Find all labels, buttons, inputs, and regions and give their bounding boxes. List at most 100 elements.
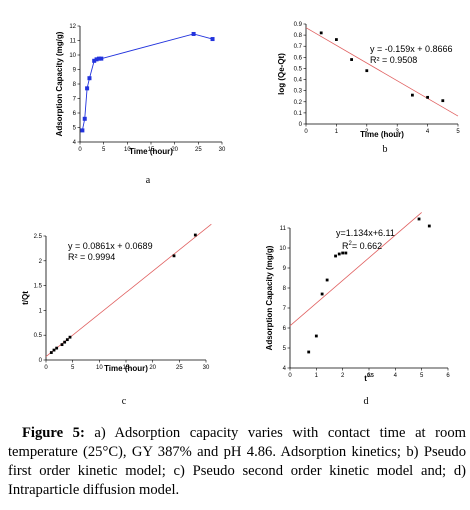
data-point-marker (63, 340, 67, 344)
x-tick-label: 2 (365, 129, 369, 135)
panel-label-a: a (146, 175, 151, 186)
chart-panel-d: 0 1 2 3 4 5 6 4 5 6 7 8 9 10 11 t0.5 Adsorption Capacity… (265, 212, 450, 407)
data-point-marker (341, 251, 345, 255)
data-point-marker (411, 93, 414, 97)
y-axis-label: Adsorption Capacity (mg/g) (265, 245, 274, 350)
y-tick-label: 0.3 (294, 89, 303, 95)
data-point-marker (307, 350, 311, 354)
r-squared-value: = 0.662 (352, 241, 382, 251)
trendline-equation: y = -0.159x + 0.8666 (370, 44, 453, 54)
data-point-marker (65, 338, 69, 342)
y-tick-label: 8 (73, 82, 77, 88)
figure-caption: Figure 5: a) Adsorption capacity varies … (8, 424, 466, 500)
x-axis-label: Time (hour) (129, 147, 173, 156)
data-point-marker (99, 56, 104, 61)
x-tick-label: 2 (341, 373, 345, 379)
y-tick-label: 9 (283, 266, 287, 272)
data-point-marker (96, 56, 101, 61)
y-tick-label: 0.1 (294, 111, 303, 117)
y-tick-label: 0.8 (294, 33, 303, 39)
data-point-marker (344, 251, 348, 255)
y-tick-label: 0 (299, 122, 303, 128)
x-tick-label: 30 (203, 365, 210, 371)
y-tick-label: 7 (73, 97, 77, 103)
data-point-marker (441, 99, 445, 103)
trendline-equation: y = 0.0861x + 0.0689 (68, 241, 153, 251)
data-point-marker (92, 58, 97, 63)
y-tick-label: 1.5 (34, 284, 43, 290)
x-tick-label: 0 (288, 373, 292, 379)
x-tick-label: 25 (195, 147, 202, 153)
trendline (305, 27, 459, 117)
x-tick-label: 15 (123, 365, 130, 371)
data-point-marker (319, 31, 323, 35)
panel-label-d: d (364, 396, 369, 407)
y-tick-label: 6 (283, 326, 287, 332)
data-point-marker (68, 335, 72, 339)
chart-panel-c: 0 5 10 15 20 25 30 0 0.5 1 1.5 2 2.5 Time (hour) t/Qt y… (21, 223, 212, 407)
x-tick-label: 30 (219, 147, 226, 153)
x-tick-label: 0 (78, 147, 82, 153)
trendline (45, 223, 212, 357)
data-point-marker (426, 95, 429, 99)
data-point-marker (350, 58, 353, 61)
y-axis-label: t/Qt (21, 291, 30, 305)
data-point-marker (314, 334, 318, 338)
y-tick-label: 0.2 (294, 100, 303, 106)
r-squared-label: R² = 0.9508 (370, 55, 417, 65)
chart-panel-a: 0 5 10 15 20 25 30 4 5 6 7 8 9 10 11 12 Time (hour) Adsor… (55, 24, 226, 186)
data-point-marker (193, 233, 197, 237)
trendline-equation: y=1.134x+6.11 (336, 228, 395, 238)
y-tick-label: 0.6 (294, 55, 303, 61)
y-tick-label: 10 (69, 53, 76, 59)
r-squared-exponent: 2 (349, 241, 353, 247)
data-point-marker (49, 351, 53, 354)
y-tick-label: 0.4 (294, 78, 303, 84)
y-axis-label: log (Qe-Qt) (277, 53, 286, 95)
data-point-marker (52, 348, 56, 352)
x-tick-label: 10 (96, 365, 103, 371)
data-point-marker (55, 346, 59, 350)
caption-label: Figure 5: (22, 425, 85, 441)
x-tick-label: 6 (446, 373, 450, 379)
y-tick-label: 0.5 (294, 66, 303, 72)
x-tick-label: 3 (396, 129, 400, 135)
y-tick-label: 2 (39, 259, 43, 265)
chart-panel-b: 0 1 2 3 4 5 0 0.1 0.2 0.3 0.4 0.5 0.6 0.7 0.8 0.9 Time (… (277, 22, 460, 155)
x-axis-label: t0.5 (364, 373, 374, 383)
y-tick-label: 0 (39, 358, 43, 364)
y-tick-label: 10 (279, 246, 286, 252)
y-tick-label: 11 (70, 39, 77, 45)
x-tick-label: 4 (426, 129, 430, 135)
data-point-marker (417, 217, 421, 221)
y-tick-label: 8 (283, 286, 287, 292)
y-tick-label: 0.9 (294, 22, 303, 28)
x-tick-label: 3 (367, 373, 371, 379)
series-line (81, 33, 213, 131)
x-tick-label: 5 (102, 147, 106, 153)
x-tick-label: 5 (71, 365, 75, 371)
data-point-marker (325, 278, 329, 282)
r-squared-label: R² = 0.9994 (68, 252, 115, 262)
trendline (289, 212, 422, 327)
x-tick-label: 0 (304, 129, 308, 135)
caption-text: a) Adsorption capacity varies with conta… (8, 425, 466, 498)
x-tick-label: 5 (420, 373, 424, 379)
data-point-marker (85, 86, 90, 91)
x-tick-label: 20 (171, 147, 178, 153)
y-tick-label: 0.7 (294, 44, 303, 50)
data-point-marker (172, 254, 176, 258)
data-point-marker (94, 57, 99, 62)
y-axis-label: Adsorption Capacity (mg/g) (55, 31, 64, 136)
data-point-marker (335, 38, 338, 41)
data-point-marker (320, 292, 324, 296)
y-tick-label: 4 (73, 140, 77, 146)
data-point-marker (427, 224, 431, 228)
y-tick-label: 5 (73, 126, 77, 132)
y-tick-label: 7 (283, 306, 287, 312)
y-tick-label: 12 (69, 24, 76, 30)
x-axis-label-exponent: 0.5 (367, 373, 374, 379)
y-tick-label: 6 (73, 111, 77, 117)
panel-label-b: b (383, 144, 388, 155)
